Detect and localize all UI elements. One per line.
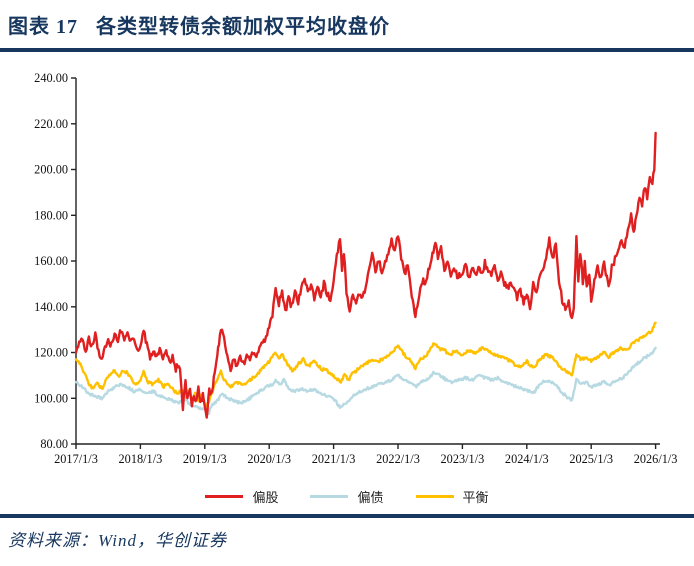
legend-swatch [310, 495, 349, 498]
figure-title: 图表 17 各类型转债余额加权平均收盘价 [8, 10, 390, 39]
legend-swatch [415, 495, 454, 498]
y-axis-tick-label: 160.00 [34, 254, 68, 268]
series-line-平衡 [74, 321, 657, 408]
x-axis-tick-label: 2018/1/3 [119, 452, 163, 466]
footer-divider [0, 514, 694, 518]
figure-label: 图表 17 [8, 16, 78, 38]
legend-item-平衡: 平衡 [415, 487, 489, 506]
y-axis-tick-label: 140.00 [34, 300, 68, 314]
x-axis-tick-label: 2024/1/3 [505, 452, 549, 466]
price-chart: 240.00 220.00 200.00 180.00 160.00 140.00 120.… [34, 71, 678, 466]
y-axis-tick-label: 200.00 [34, 163, 68, 177]
legend-item-偏股: 偏股 [205, 487, 278, 506]
y-axis-tick-label: 120.00 [34, 346, 68, 360]
legend-swatch [205, 495, 244, 498]
y-axis-tick-label: 80.00 [40, 437, 68, 451]
legend-label: 偏债 [357, 490, 384, 505]
series-line-偏债 [74, 346, 657, 416]
source-note: 资料来源：Wind，华创证券 [8, 531, 227, 550]
legend-label: 偏股 [252, 490, 279, 505]
legend-item-偏债: 偏债 [310, 487, 384, 506]
y-axis-tick-label: 180.00 [34, 209, 68, 223]
x-axis-tick-label: 2023/1/3 [441, 452, 485, 466]
y-axis-tick-label: 100.00 [34, 392, 68, 406]
legend-label: 平衡 [462, 490, 489, 505]
x-axis-tick-label: 2020/1/3 [247, 452, 291, 466]
y-axis-tick-label: 240.00 [34, 71, 68, 85]
y-axis-tick-label: 220.00 [34, 117, 68, 131]
figure-title-text: 各类型转债余额加权平均收盘价 [96, 16, 390, 38]
x-axis-tick-label: 2017/1/3 [54, 452, 98, 466]
x-axis-tick-label: 2026/1/3 [634, 452, 678, 466]
chart-legend: 偏股 偏债 平衡 [0, 487, 694, 506]
x-axis-tick-label: 2021/1/3 [312, 452, 356, 466]
title-divider [0, 48, 694, 52]
x-axis-tick-label: 2019/1/3 [183, 452, 227, 466]
x-axis-tick-label: 2025/1/3 [569, 452, 613, 466]
series-line-偏股 [74, 131, 657, 419]
x-axis-tick-label: 2022/1/3 [376, 452, 420, 466]
